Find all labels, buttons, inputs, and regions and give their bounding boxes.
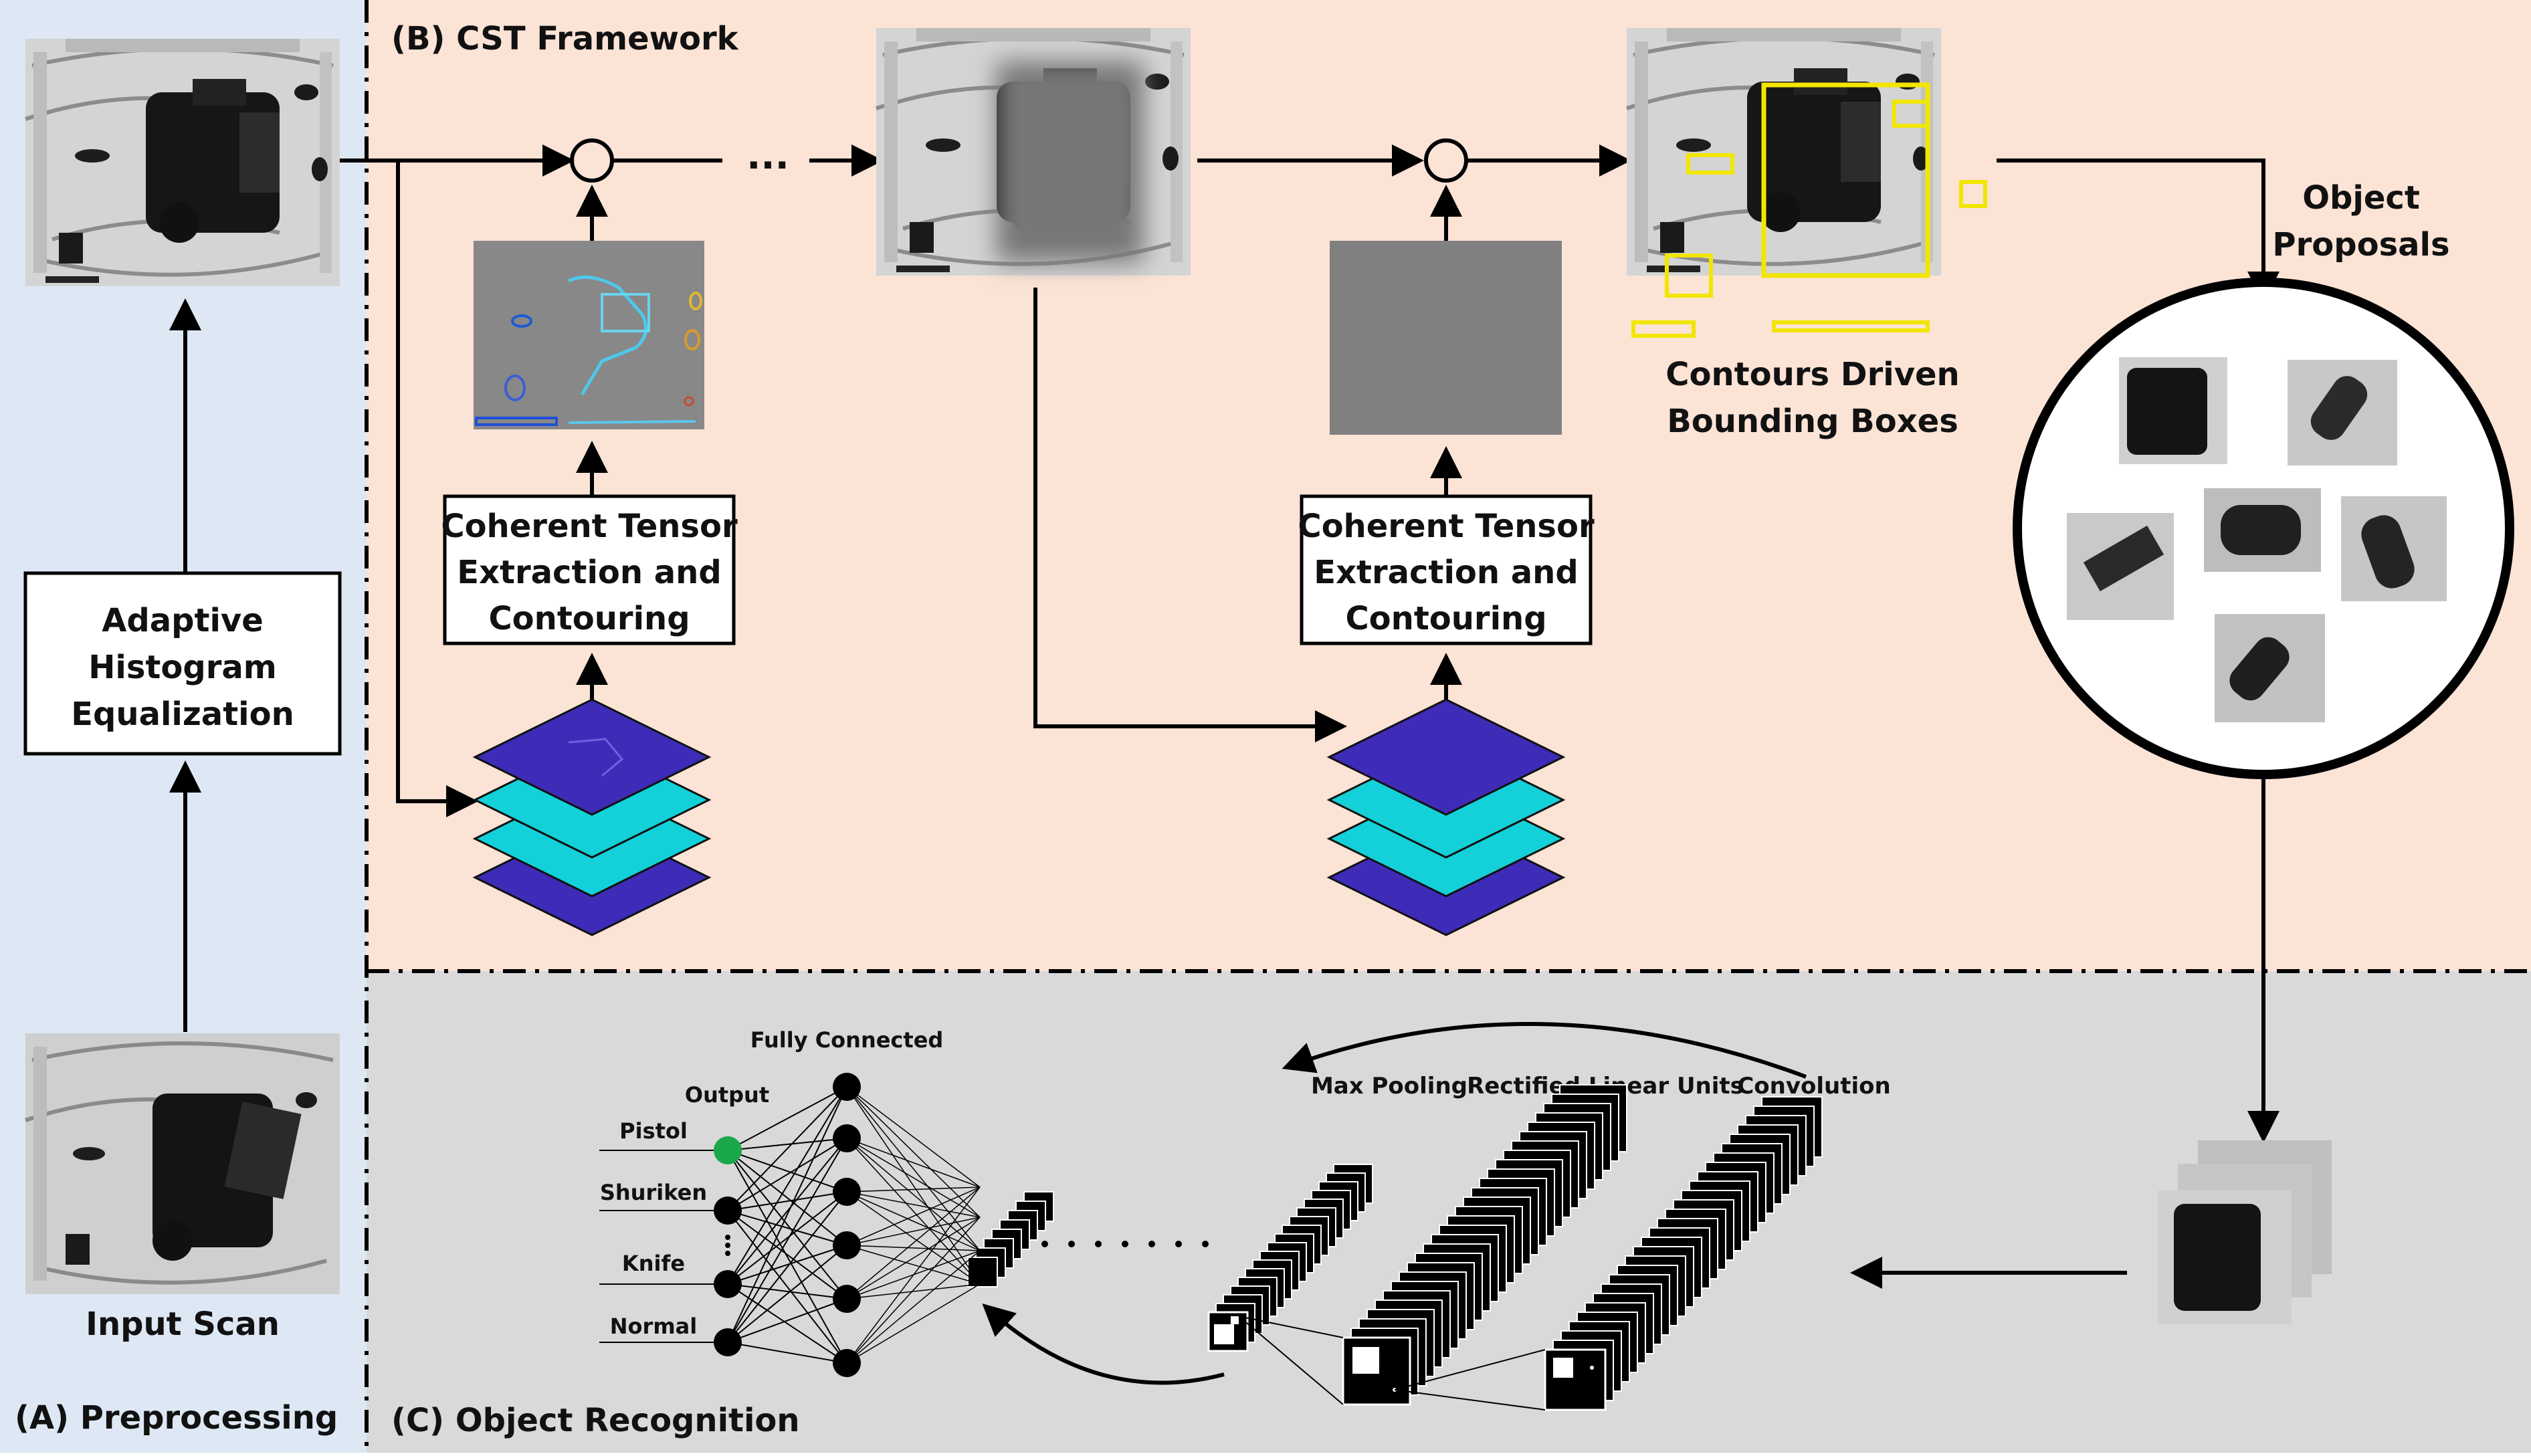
class-label-3: Knife <box>622 1251 685 1276</box>
fc-output-nodes <box>714 1136 742 1356</box>
op-label-1: Object <box>2302 179 2420 217</box>
label-convolution: Convolution <box>1737 1073 1890 1100</box>
tensor-contour-image-1 <box>474 241 704 429</box>
section-title-recognition: (C) Object Recognition <box>391 1402 800 1439</box>
flow-ellipsis: ... <box>746 134 789 178</box>
cte2-label-3: Contouring <box>1345 600 1546 637</box>
class-label-4: Normal <box>610 1314 697 1339</box>
receptive-field-conv <box>1544 1348 1607 1411</box>
cte2-label-2: Extraction and <box>1314 554 1578 591</box>
label-fully-connected: Fully Connected <box>750 1027 944 1053</box>
cte1-label-2: Extraction and <box>457 554 721 591</box>
layer-stack-2 <box>1326 698 1566 936</box>
blurred-scan-image <box>876 28 1191 276</box>
conv-feature-maps <box>1544 1096 1823 1411</box>
section-title-cst: (B) CST Framework <box>391 20 739 58</box>
enhanced-scan-image <box>25 39 340 286</box>
receptive-field-pool <box>1207 1311 1249 1352</box>
branch-arrow-2 <box>1033 288 1347 742</box>
cte-box-1: Coherent Tensor Extraction and Contourin… <box>441 494 738 645</box>
op-label-2: Proposals <box>2272 226 2449 264</box>
hidden-node-4 <box>833 1231 861 1259</box>
hidden-node-3 <box>833 1178 861 1206</box>
proposal-zipper-1 <box>2288 360 2397 465</box>
dots-gap <box>1041 1241 1209 1247</box>
arrow-to-proposals <box>1997 159 2280 304</box>
branch-arrow-1 <box>396 161 478 817</box>
class-label-1: Pistol <box>619 1118 688 1144</box>
proposal-zipper-3 <box>2341 496 2447 601</box>
label-max-pooling: Max Pooling <box>1311 1073 1467 1100</box>
hidden-node-5 <box>833 1285 861 1313</box>
output-node-2 <box>714 1197 742 1225</box>
output-node-1 <box>714 1136 742 1164</box>
cte2-label-1: Coherent Tensor <box>1298 508 1595 545</box>
proposal-zipper-4 <box>2215 614 2325 722</box>
cte-box-2: Coherent Tensor Extraction and Contourin… <box>1298 494 1595 645</box>
cte1-label-3: Contouring <box>488 600 690 637</box>
proposal-knife <box>2067 513 2174 620</box>
proposal-crop-stack <box>2158 1140 2332 1324</box>
ahe-label-2: Histogram <box>88 649 277 686</box>
proposal-zipper-2 <box>2204 488 2321 572</box>
output-ellipsis <box>725 1235 730 1256</box>
arrow-feedback <box>1282 1022 1807 1079</box>
relu-feature-maps <box>1342 1084 1627 1405</box>
fc-edges <box>727 1086 981 1364</box>
ahe-label-3: Equalization <box>71 696 294 733</box>
receptive-field-relu <box>1342 1336 1411 1406</box>
cdb-label-1: Contours Driven <box>1665 356 1959 393</box>
fc-feature-maps <box>967 1191 1054 1287</box>
input-scan-label: Input Scan <box>86 1306 280 1343</box>
output-node-3 <box>714 1270 742 1298</box>
hidden-node-2 <box>833 1124 861 1152</box>
cte1-label-1: Coherent Tensor <box>441 508 738 545</box>
ahe-box: Adaptive Histogram Equalization <box>23 571 342 756</box>
fc-hidden-nodes <box>833 1073 861 1377</box>
layer-stack-1 <box>472 698 712 936</box>
object-proposals-circle <box>2013 278 2514 779</box>
hidden-node-6 <box>833 1349 861 1377</box>
proposal-pistol <box>2119 357 2227 464</box>
hidden-node-1 <box>833 1073 861 1101</box>
output-node-4 <box>714 1328 742 1356</box>
section-title-preprocessing: (A) Preprocessing <box>15 1399 338 1437</box>
cdb-label-2: Bounding Boxes <box>1667 403 1958 440</box>
input-scan-image <box>25 1033 340 1294</box>
arrow-pool-to-fc <box>982 1303 1225 1385</box>
ahe-label-1: Adaptive <box>102 602 264 639</box>
bounding-box-image <box>1627 28 1987 338</box>
class-label-2: Shuriken <box>600 1180 707 1205</box>
class-labels: Pistol Shuriken Knife Normal <box>599 1118 714 1343</box>
tensor-contour-image-2 <box>1330 241 1562 435</box>
label-output: Output <box>685 1082 769 1108</box>
